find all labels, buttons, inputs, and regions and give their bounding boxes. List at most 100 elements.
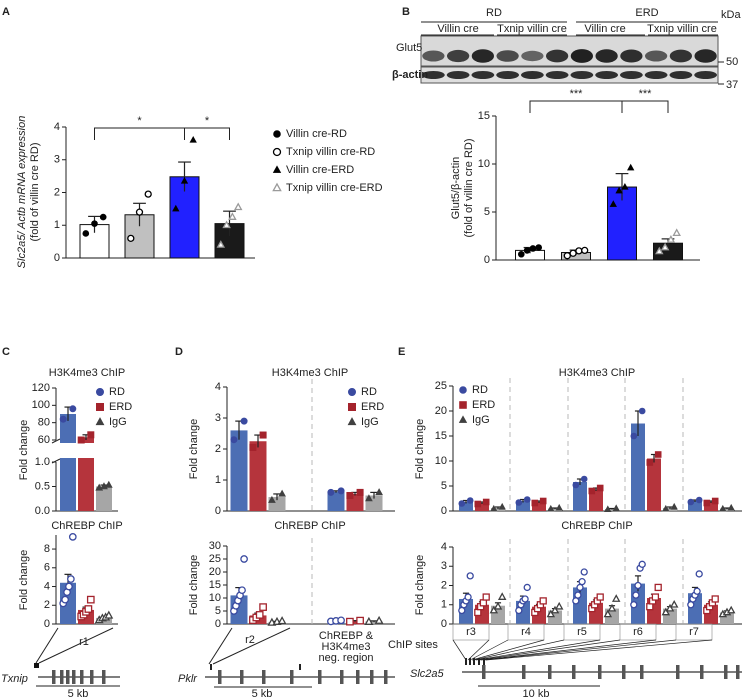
data-point [474, 500, 482, 508]
data-point [693, 587, 701, 595]
legend-label: Txnip villin cre-ERD [286, 182, 383, 194]
exon [318, 670, 322, 684]
data-point [574, 591, 582, 599]
blot-row-label: Glut5 [396, 42, 422, 54]
y-tick-label: 0 [54, 252, 60, 264]
data-point [67, 575, 75, 583]
data-point [464, 593, 472, 601]
y-axis-label: Fold change [188, 555, 200, 616]
data-point [695, 496, 703, 504]
bar [60, 414, 76, 511]
bar [459, 502, 473, 511]
blot-band [669, 71, 693, 79]
data-point [627, 163, 635, 171]
data-point [596, 593, 604, 601]
data-point [615, 186, 623, 194]
exon [384, 670, 388, 684]
data-point [135, 208, 144, 216]
y-tick-label: 20 [209, 566, 221, 578]
blot-band [644, 71, 668, 79]
data-point [569, 249, 577, 257]
blot-glut5 [420, 35, 719, 67]
significance-bracket [529, 100, 623, 113]
region-label: r6 [633, 626, 643, 638]
legend-marker [459, 386, 467, 394]
y-tick-label: 1.0 [35, 456, 50, 468]
region-line [469, 639, 509, 661]
data-point [666, 235, 676, 243]
bar [573, 482, 587, 511]
blot-band [496, 71, 520, 79]
data-point [638, 407, 646, 415]
exon [572, 665, 576, 679]
data-point [588, 487, 596, 495]
legend-label: ERD [109, 401, 132, 413]
y-tick-label: 20 [435, 405, 447, 417]
bar [704, 502, 718, 511]
data-point [661, 607, 671, 616]
y-tick-label: 4 [441, 541, 447, 553]
legend-marker [272, 147, 282, 157]
chart-title: H3K4me3 ChIP [49, 367, 125, 379]
data-point [337, 487, 345, 495]
significance-label: *** [570, 88, 584, 100]
data-point [515, 499, 523, 506]
region-line [471, 639, 545, 661]
bar [230, 430, 248, 511]
exon [240, 670, 244, 684]
data-point [233, 202, 243, 211]
y-tick-label: 0 [484, 254, 490, 266]
region-label: r1 [79, 636, 89, 648]
significance-label: * [137, 115, 142, 127]
data-point [535, 244, 543, 251]
data-point [630, 432, 638, 440]
data-point [550, 605, 560, 614]
y-tick-label: 5 [484, 206, 490, 218]
data-point [69, 405, 77, 413]
region-box [452, 623, 490, 641]
exon [52, 670, 56, 684]
data-point [603, 609, 613, 618]
y-tick-label: 0 [44, 618, 50, 630]
bar [96, 486, 112, 511]
legend-label: ERD [472, 399, 495, 411]
y-tick-label: 80 [38, 417, 50, 429]
region-box [619, 623, 657, 641]
region-label: r5 [577, 626, 587, 638]
data-point [68, 533, 77, 541]
y-tick-label: 60 [38, 434, 50, 446]
data-point [482, 593, 490, 601]
data-point [458, 500, 466, 507]
legend-marker [272, 182, 282, 192]
blot-band [694, 71, 718, 79]
data-point [144, 190, 152, 198]
data-point [222, 220, 231, 229]
exon [66, 670, 70, 684]
y-tick-label: 4 [44, 580, 50, 592]
data-point [607, 603, 617, 612]
region-line [485, 639, 713, 661]
bar [631, 423, 645, 511]
region-label: r3 [466, 626, 476, 638]
data-point [374, 615, 384, 624]
y-tick-label: 15 [478, 110, 490, 122]
y-tick-label: 0 [215, 618, 221, 630]
data-point [240, 555, 248, 563]
bar [346, 621, 364, 624]
y-tick-label: 25 [209, 553, 221, 565]
exon [262, 670, 266, 684]
y-tick-label: 0.5 [35, 480, 50, 492]
legend-marker [458, 415, 468, 423]
data-point [77, 436, 85, 444]
exon [356, 670, 360, 684]
legend-marker [272, 165, 282, 173]
data-point [563, 252, 571, 260]
region-label: r4 [521, 626, 531, 638]
y-tick-label: 100 [32, 399, 50, 411]
exon [218, 670, 222, 684]
legend-label: IgG [109, 416, 127, 428]
y-tick-label: 15 [435, 430, 447, 442]
data-point [59, 415, 67, 423]
chart-title: H3K4me3 ChIP [559, 367, 635, 379]
data-point [82, 230, 90, 237]
